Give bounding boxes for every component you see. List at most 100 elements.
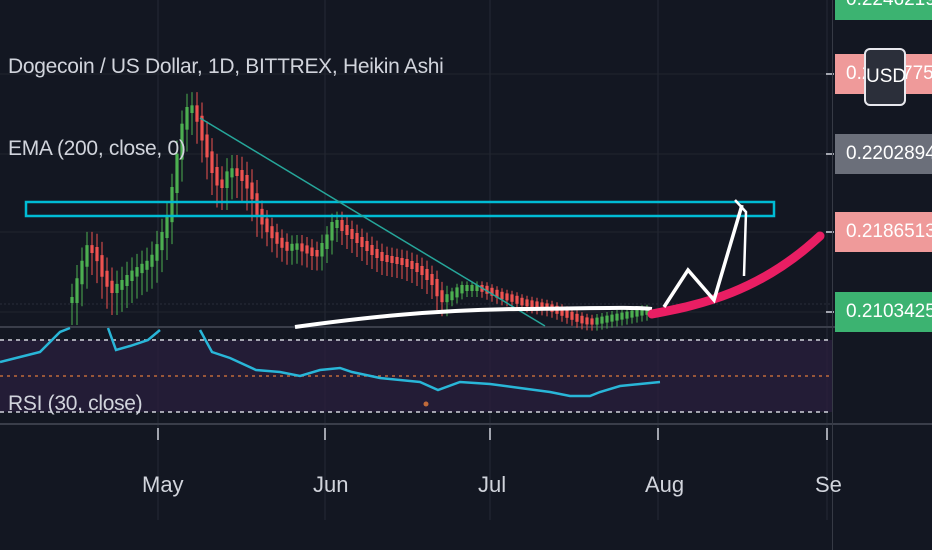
candle-body: [105, 270, 109, 287]
candle-body: [400, 258, 404, 265]
candle-body: [230, 168, 234, 178]
candle-body: [640, 308, 644, 316]
ema-line: [294, 305, 653, 329]
candle-body: [540, 302, 544, 310]
candle-body: [365, 241, 369, 251]
chart-title: Dogecoin / US Dollar, 1D, BITTREX, Heiki…: [8, 55, 444, 78]
candle-body: [165, 216, 169, 238]
candle-body: [535, 301, 539, 309]
candle-body: [465, 285, 469, 291]
candle-body: [420, 266, 424, 275]
candle-body: [370, 245, 374, 255]
candle-body: [340, 220, 344, 231]
currency-button[interactable]: USD: [864, 48, 906, 106]
rsi-line: [0, 326, 71, 364]
candle-body: [245, 175, 249, 189]
candle-body: [110, 280, 114, 293]
candle-body: [200, 115, 204, 141]
candle-body: [455, 287, 459, 298]
candle-body: [90, 245, 94, 253]
candle-body: [380, 252, 384, 261]
price-label-4: 0.21034250: [835, 292, 932, 332]
drawings: [24, 117, 825, 329]
candle-body: [450, 291, 454, 301]
candle-body: [395, 257, 399, 264]
candle-body: [290, 243, 294, 251]
candle-body: [430, 274, 434, 285]
candle-body: [255, 193, 259, 215]
candle-body: [520, 297, 524, 306]
rsi-line: [198, 329, 661, 398]
candle-body: [210, 151, 214, 173]
candle-body: [345, 225, 349, 235]
candle-body: [95, 247, 99, 262]
candle-body: [75, 278, 79, 303]
candle-body: [185, 107, 189, 130]
candle-body: [575, 313, 579, 322]
candle-body: [275, 232, 279, 244]
candle-body: [130, 270, 134, 281]
candle-body: [560, 307, 564, 316]
candle-body: [160, 232, 164, 251]
candle-body: [240, 170, 244, 181]
candle-body: [525, 299, 529, 307]
ema-indicator-label[interactable]: EMA (200, close, 0): [8, 137, 186, 160]
candle-body: [355, 233, 359, 243]
candle-body: [305, 245, 309, 254]
x-tick-jun: Jun: [313, 472, 349, 497]
candle-body: [335, 220, 339, 228]
candle-body: [80, 260, 84, 285]
candle-body: [625, 311, 629, 319]
trendline: [199, 117, 546, 327]
candle-body: [315, 250, 319, 257]
candle-body: [85, 245, 89, 267]
candle-body: [645, 308, 649, 315]
candle-body: [115, 283, 119, 293]
candle-body: [320, 243, 324, 257]
candle-body: [300, 243, 304, 252]
rsi-pane: [0, 326, 832, 413]
candle-body: [385, 255, 389, 262]
candle-body: [495, 289, 499, 298]
candle-body: [140, 263, 144, 274]
candle-body: [150, 254, 154, 267]
candle-body: [265, 218, 269, 233]
candle-body: [600, 316, 604, 324]
candle-body: [350, 229, 354, 239]
candle-body: [135, 267, 139, 277]
candle-body: [405, 259, 409, 267]
x-tick-may: May: [142, 472, 184, 497]
candle-body: [170, 187, 174, 223]
rsi-indicator-label[interactable]: RSI (30, close): [8, 392, 143, 415]
candle-body: [310, 247, 314, 256]
price-label-3: 0.21865138: [835, 212, 932, 252]
candle-body: [125, 275, 129, 286]
candle-body: [475, 285, 479, 291]
candle-body: [410, 261, 414, 269]
candle-body: [570, 311, 574, 320]
candle-body: [620, 312, 624, 320]
x-tick-aug: Aug: [645, 472, 685, 497]
candle-body: [190, 105, 194, 113]
price-scale-border: [832, 0, 833, 550]
candle-body: [120, 280, 124, 290]
candle-body: [460, 285, 464, 294]
candle-body: [250, 182, 254, 200]
candle-body: [70, 297, 74, 303]
candle-body: [470, 285, 474, 291]
candle-body: [175, 153, 179, 193]
price-label-1b: 775: [902, 54, 932, 94]
candle-body: [485, 285, 489, 294]
candle-body: [215, 167, 219, 186]
candle-body: [195, 105, 199, 122]
candle-body: [100, 255, 104, 277]
candle-body: [270, 226, 274, 239]
x-tick-jul: Jul: [478, 472, 507, 497]
candle-body: [285, 241, 289, 251]
candle-body: [425, 269, 429, 280]
candle-body: [325, 234, 329, 249]
candle-body: [630, 310, 634, 318]
candle-body: [605, 315, 609, 323]
candle-body: [390, 256, 394, 263]
